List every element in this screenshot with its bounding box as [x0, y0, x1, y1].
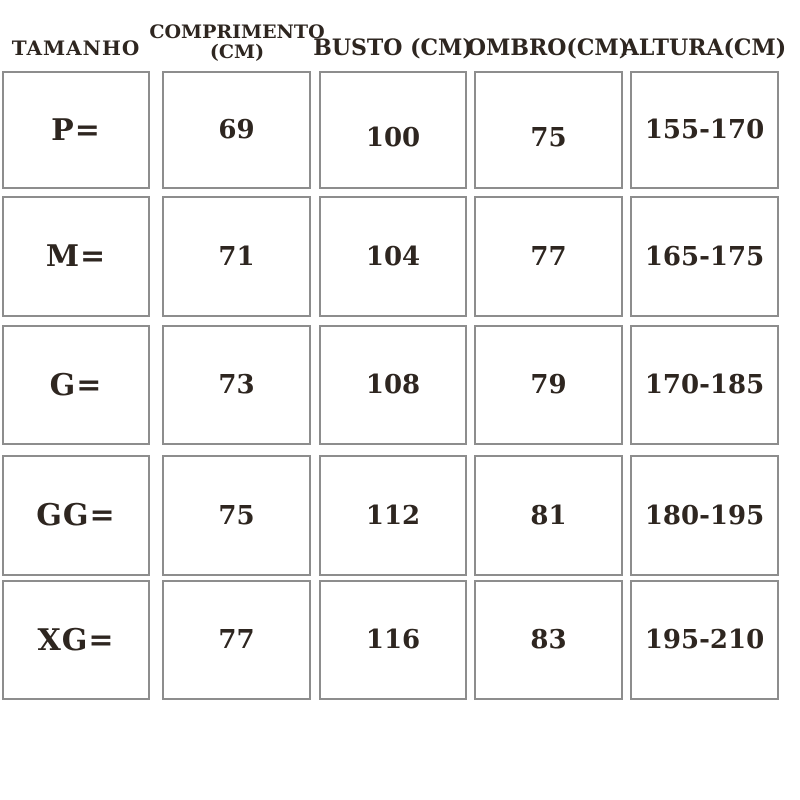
cell-ombro-g: 79: [474, 325, 623, 445]
cell-busto-g: 108: [319, 325, 467, 445]
cell-ombro-gg: 81: [474, 455, 623, 576]
cell-altura-m: 165-175: [630, 196, 779, 317]
cell-comprimento-xg: 77: [162, 580, 311, 700]
cell-tamanho-m: M=: [2, 196, 150, 317]
cell-busto-m: 104: [319, 196, 467, 317]
column-header-ombro: OMBRO(CM): [466, 35, 630, 61]
column-header-tamanho: TAMANHO: [11, 36, 141, 60]
column-header-comprimento: COMPRIMENTO (CM): [149, 21, 325, 63]
cell-busto-gg: 112: [319, 455, 467, 576]
column-header-altura: ALTURA(CM): [621, 35, 787, 61]
cell-tamanho-g: G=: [2, 325, 150, 445]
cell-altura-gg: 180-195: [630, 455, 779, 576]
cell-tamanho-gg: GG=: [2, 455, 150, 576]
cell-busto-xg: 116: [319, 580, 467, 700]
cell-ombro-m: 77: [474, 196, 623, 317]
cell-altura-g: 170-185: [630, 325, 779, 445]
cell-comprimento-g: 73: [162, 325, 311, 445]
cell-altura-p: 155-170: [630, 71, 779, 189]
cell-tamanho-p: P=: [2, 71, 150, 189]
cell-busto-p: 100: [319, 71, 467, 189]
cell-comprimento-m: 71: [162, 196, 311, 317]
cell-comprimento-p: 69: [162, 71, 311, 189]
cell-ombro-xg: 83: [474, 580, 623, 700]
column-header-busto: BUSTO (CM): [313, 35, 473, 61]
cell-altura-xg: 195-210: [630, 580, 779, 700]
cell-comprimento-gg: 75: [162, 455, 311, 576]
cell-ombro-p: 75: [474, 71, 623, 189]
cell-tamanho-xg: XG=: [2, 580, 150, 700]
